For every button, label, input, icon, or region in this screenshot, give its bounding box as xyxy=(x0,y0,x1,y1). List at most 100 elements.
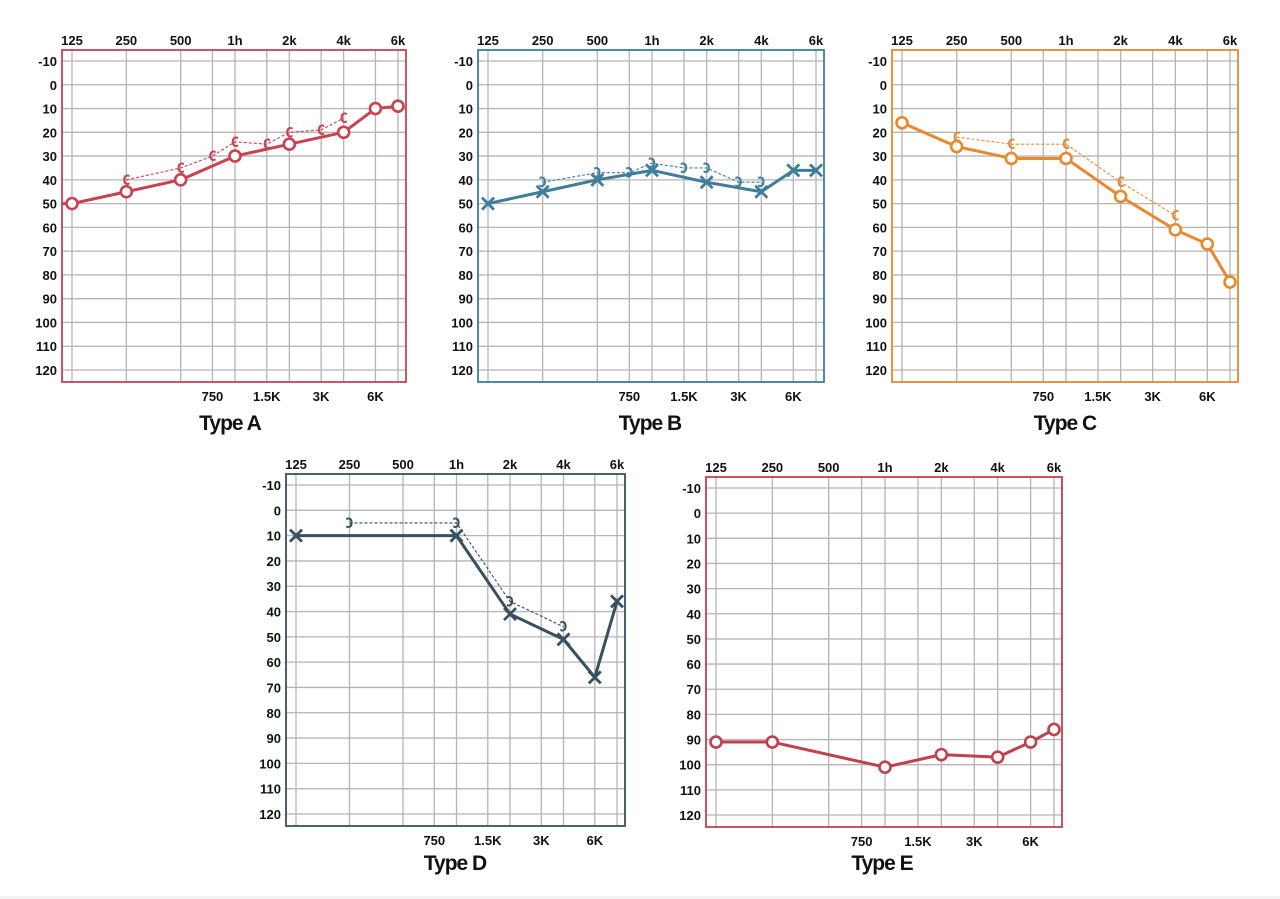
x-top-tick-label: 125 xyxy=(891,33,913,48)
x-bottom-tick-label: 3K xyxy=(1144,389,1161,404)
bone-conduction-marker: C xyxy=(263,137,271,153)
air-conduction-point xyxy=(1023,735,1038,749)
air-conduction-point xyxy=(590,172,605,187)
y-tick-label: 90 xyxy=(873,292,887,307)
air-conduction-point xyxy=(587,670,602,685)
x-top-tick-label: 500 xyxy=(392,457,414,472)
y-tick-label: 40 xyxy=(267,605,281,620)
x-top-tick-label: 125 xyxy=(285,457,307,472)
x-bottom-tick-label: 6K xyxy=(1199,389,1216,404)
y-tick-label: 90 xyxy=(267,731,281,746)
y-tick-label: -10 xyxy=(454,54,473,69)
y-tick-label: 50 xyxy=(43,197,57,212)
y-tick-label: 70 xyxy=(687,682,701,697)
x-top-tick-label: 2k xyxy=(934,460,949,475)
air-conduction-point xyxy=(1223,275,1237,289)
bone-conduction-marker: Ɔ xyxy=(538,175,546,191)
y-tick-label: 90 xyxy=(459,292,473,307)
y-tick-label: 0 xyxy=(694,506,701,521)
plot-frame xyxy=(477,49,825,383)
y-tick-label: 20 xyxy=(43,125,57,140)
x-top-tick-label: 2k xyxy=(1113,33,1128,48)
air-conduction-point xyxy=(895,116,909,130)
x-bottom-tick-label: 1.5K xyxy=(474,833,502,848)
y-tick-label: 70 xyxy=(459,244,473,259)
audiogram-panel-type-d: -10 0 10 20 30 40 50 60 70 80 90 100 110 120 125 250 500… xyxy=(259,457,626,875)
air-conduction-point xyxy=(765,735,780,749)
air-conduction-line xyxy=(296,534,619,679)
air-conduction-point xyxy=(754,184,769,199)
x-top-tick-label: 250 xyxy=(946,33,968,48)
x-top-tick-label: 6k xyxy=(391,33,406,48)
bone-conduction-marker: C xyxy=(208,149,216,165)
bone-conduction-marker: Ɔ xyxy=(345,516,353,532)
y-tick-label: 70 xyxy=(873,244,887,259)
bone-conduction-line xyxy=(542,162,762,183)
y-tick-label: 10 xyxy=(43,102,57,117)
y-tick-label: 30 xyxy=(459,149,473,164)
y-tick-label: 50 xyxy=(873,197,887,212)
y-tick-label: 120 xyxy=(35,363,57,378)
y-tick-label: 40 xyxy=(43,173,57,188)
y-tick-label: 0 xyxy=(50,78,57,93)
air-conduction-point xyxy=(990,750,1005,764)
y-tick-label: 20 xyxy=(459,125,473,140)
x-top-tick-label: 4k xyxy=(990,460,1005,475)
x-bottom-tick-label: 750 xyxy=(423,833,445,848)
bone-conduction-marker: C xyxy=(1007,137,1015,153)
y-tick-label: 100 xyxy=(259,756,281,771)
y-tick-label: 20 xyxy=(873,125,887,140)
y-tick-label: 60 xyxy=(43,220,57,235)
plot-frame xyxy=(285,473,626,827)
x-top-tick-label: 500 xyxy=(586,33,608,48)
chart-title: Type E xyxy=(851,852,913,875)
x-top-tick-label: 125 xyxy=(705,460,727,475)
air-conduction-point xyxy=(503,607,517,622)
y-tick-label: 110 xyxy=(260,782,281,797)
y-tick-label: 60 xyxy=(687,657,701,672)
y-tick-label: 60 xyxy=(873,220,887,235)
x-top-tick-label: 250 xyxy=(339,457,361,472)
plot-frame xyxy=(891,49,1239,383)
x-top-tick-label: 250 xyxy=(532,33,554,48)
bone-conduction-marker: C xyxy=(1116,175,1124,191)
audiogram-panel-type-c: -10 0 10 20 30 40 50 60 70 80 90 100 110 120 125 250 500… xyxy=(865,33,1239,435)
y-tick-label: 10 xyxy=(687,531,701,546)
air-conduction-point xyxy=(65,196,79,211)
y-tick-label: 80 xyxy=(687,707,701,722)
bone-conduction-marker: Ɔ xyxy=(593,166,601,182)
x-bottom-tick-label: 6K xyxy=(1022,834,1039,849)
x-top-tick-label: 4k xyxy=(556,457,571,472)
y-tick-label: 50 xyxy=(687,632,701,647)
x-top-tick-label: 1h xyxy=(1058,33,1073,48)
chart-title: Type C xyxy=(1034,412,1097,435)
bone-conduction-line xyxy=(956,136,1176,216)
air-conduction-point xyxy=(289,528,303,543)
y-tick-label: 10 xyxy=(267,529,281,544)
air-conduction-point xyxy=(282,137,297,151)
plot-frame xyxy=(61,49,407,383)
y-tick-label: 20 xyxy=(267,554,281,569)
x-bottom-tick-label: 1.5K xyxy=(670,389,698,404)
y-tick-label: 90 xyxy=(43,292,57,307)
x-top-tick-label: 4k xyxy=(1168,33,1183,48)
bone-conduction-marker: Ɔ xyxy=(702,161,710,177)
y-tick-label: 30 xyxy=(873,149,887,164)
air-conduction-point xyxy=(699,175,714,190)
y-tick-label: 90 xyxy=(687,733,701,748)
bone-conduction-marker: Ɔ xyxy=(680,161,688,177)
air-conduction-point xyxy=(786,163,801,178)
y-tick-label: 70 xyxy=(43,244,57,259)
audiogram-panel-type-a: -10 0 10 20 30 40 50 60 70 80 90 100 110 120 125 250 500… xyxy=(35,33,407,435)
y-tick-label: 0 xyxy=(274,503,281,518)
air-conduction-point xyxy=(535,184,550,199)
air-conduction-point xyxy=(336,125,351,140)
air-conduction-point xyxy=(645,163,659,178)
x-top-tick-label: 1h xyxy=(449,457,464,472)
x-top-tick-label: 4k xyxy=(754,33,769,48)
air-conduction-point xyxy=(1168,222,1183,237)
y-tick-label: 120 xyxy=(451,363,473,378)
bone-conduction-marker: C xyxy=(952,130,960,146)
chart-title: Type A xyxy=(199,412,262,435)
